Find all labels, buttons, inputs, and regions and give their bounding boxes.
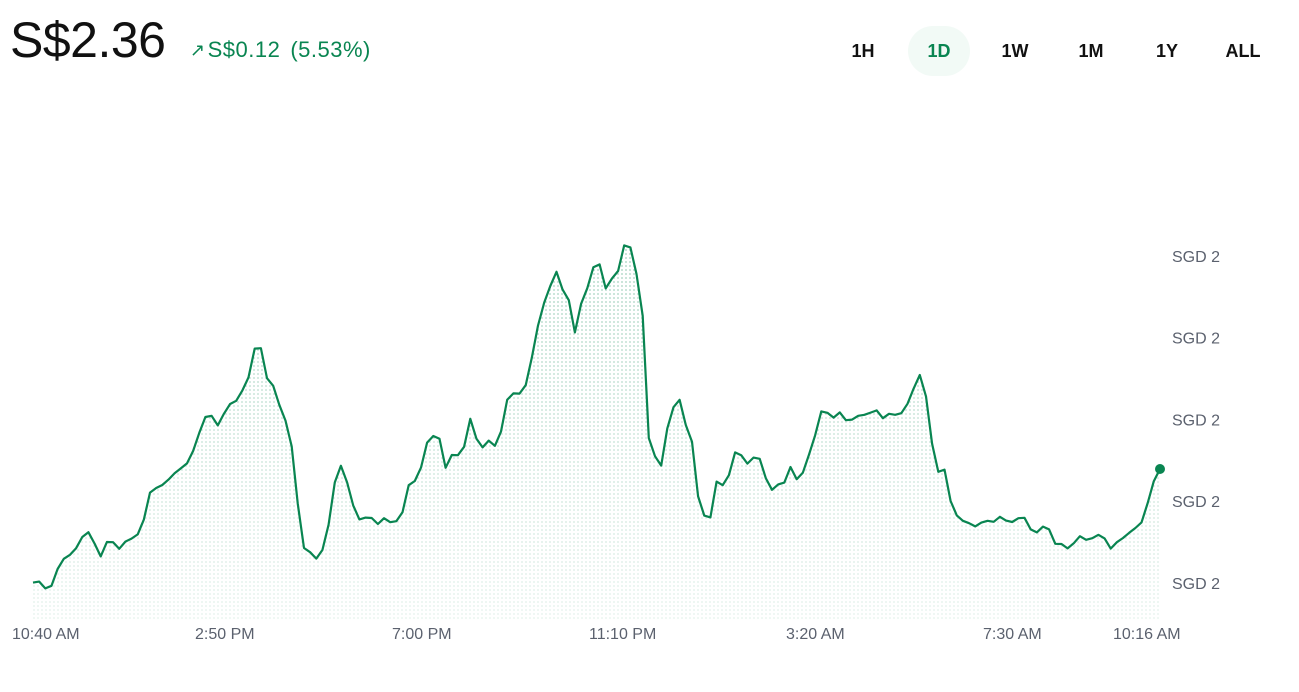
x-tick-label: 7:00 PM	[392, 626, 452, 643]
y-tick-label: SGD 2	[1172, 412, 1220, 429]
y-tick-label: SGD 2	[1172, 576, 1220, 593]
range-1d-button[interactable]: 1D	[908, 26, 970, 76]
range-1y-button[interactable]: 1Y	[1155, 40, 1179, 61]
y-tick-label: SGD 2	[1172, 494, 1220, 511]
x-tick-label: 2:50 PM	[195, 626, 255, 643]
range-all-button[interactable]: ALL	[1225, 40, 1261, 61]
x-tick-label: 10:40 AM	[12, 626, 80, 643]
current-price: S$2.36	[10, 12, 166, 68]
trend-up-icon: ↗	[190, 40, 206, 60]
x-tick-label: 10:16 AM	[1113, 626, 1181, 643]
change-amount: S$0.12	[207, 37, 281, 62]
x-tick-label: 3:20 AM	[786, 626, 845, 643]
y-tick-label: SGD 2	[1172, 331, 1220, 348]
x-tick-label: 7:30 AM	[983, 626, 1042, 643]
range-1h-button[interactable]: 1H	[851, 40, 875, 61]
x-axis-labels: 10:40 AM 2:50 PM 7:00 PM 11:10 PM 3:20 AM 7:3…	[12, 626, 1181, 643]
time-range-selector: 1H 1D 1W 1M 1Y ALL	[832, 26, 1274, 76]
change-percent: (5.53%)	[290, 37, 371, 62]
series-line	[32, 244, 1161, 590]
x-tick-label: 11:10 PM	[589, 626, 656, 643]
current-price-marker	[1155, 464, 1165, 474]
price-line	[32, 244, 1165, 590]
price-area	[33, 245, 1160, 620]
y-axis-labels: SGD 2 SGD 2 SGD 2 SGD 2 SGD 2	[1172, 249, 1220, 593]
price-change: ↗ S$0.12 (5.53%)	[190, 36, 371, 64]
y-tick-label: SGD 2	[1172, 249, 1220, 266]
range-1w-button[interactable]: 1W	[1001, 40, 1029, 61]
range-1m-button[interactable]: 1M	[1078, 40, 1104, 61]
area-fill	[33, 245, 1160, 620]
